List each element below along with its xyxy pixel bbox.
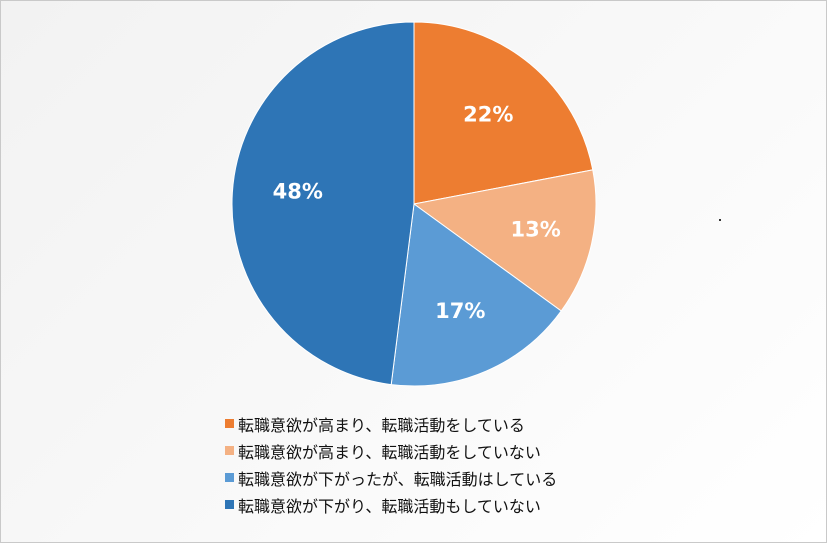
- chart-legend: 転職意欲が高まり、転職活動をしている 転職意欲が高まり、転職活動をしていない 転職意…: [225, 410, 557, 518]
- pie-chart: 22% 13% 17% 48%: [231, 21, 597, 387]
- slice-data-label-1: 22%: [463, 102, 513, 126]
- pie-slice-2: [412, 169, 597, 312]
- pie-slice-3: [390, 203, 562, 387]
- legend-item-1: 転職意欲が高まり、転職活動をしている: [225, 410, 557, 437]
- pie-slice-1: [413, 21, 594, 205]
- slice-data-label-4: 48%: [273, 180, 323, 204]
- slice-data-label-3: 17%: [435, 299, 485, 323]
- legend-swatch: [225, 419, 234, 428]
- legend-label: 転職意欲が高まり、転職活動をしている: [238, 415, 525, 435]
- legend-item-3: 転職意欲が下がったが、転職活動はしている: [225, 464, 557, 491]
- legend-label: 転職意欲が高まり、転職活動をしていない: [238, 442, 541, 462]
- legend-label: 転職意欲が下がり、転職活動もしていない: [238, 496, 541, 516]
- slice-data-label-2: 13%: [511, 217, 561, 241]
- legend-label: 転職意欲が下がったが、転職活動はしている: [238, 469, 558, 489]
- legend-swatch: [225, 473, 234, 482]
- legend-item-2: 転職意欲が高まり、転職活動をしていない: [225, 437, 557, 464]
- legend-swatch: [225, 500, 234, 509]
- legend-item-4: 転職意欲が下がり、転職活動もしていない: [225, 491, 557, 518]
- stray-dot: [719, 219, 721, 221]
- pie-slice-4: [231, 21, 415, 386]
- legend-swatch: [225, 446, 234, 455]
